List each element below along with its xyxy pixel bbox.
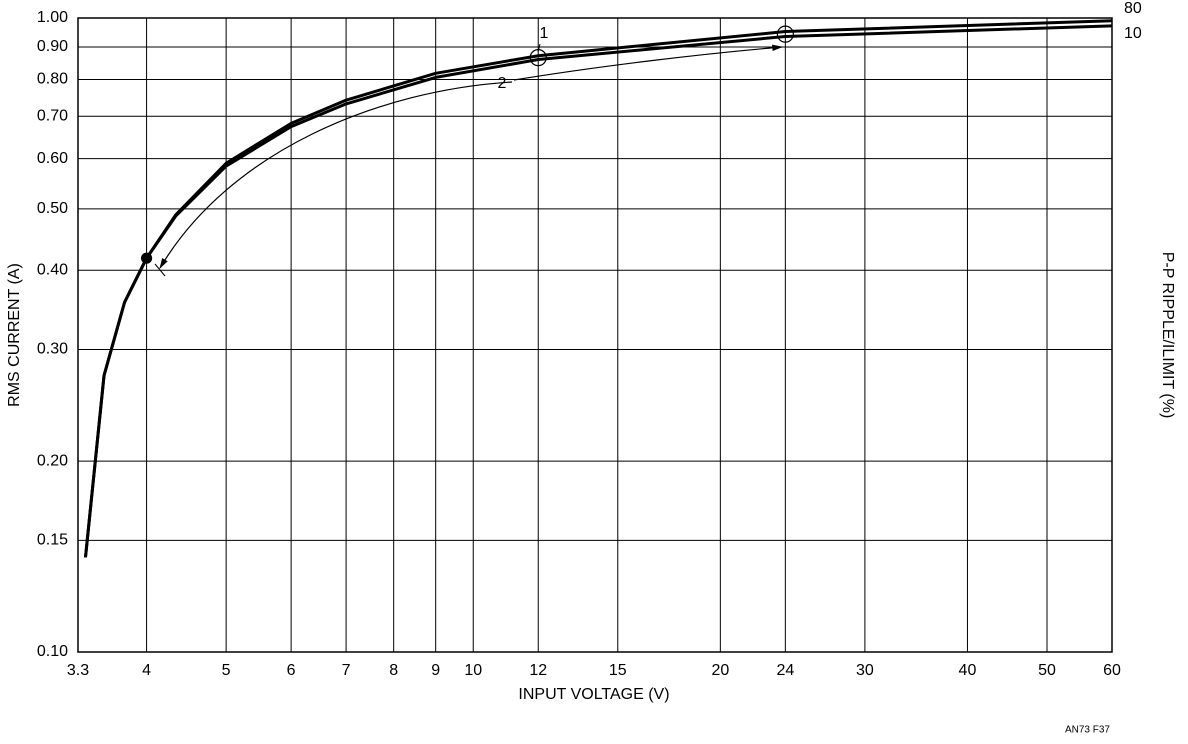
x-tick-label: 9 (431, 662, 440, 679)
annotation: 1 (540, 25, 549, 42)
y-axis-title: RMS CURRENT (A) (6, 263, 23, 407)
open-marker (529, 49, 547, 67)
y-tick-label: 0.15 (37, 532, 68, 549)
x-tick-label: 12 (529, 662, 547, 679)
y-tick-label: 0.60 (37, 150, 68, 167)
y-tick-label: 0.70 (37, 107, 68, 124)
x-tick-label: 20 (711, 662, 729, 679)
x-tick-label: 24 (776, 662, 794, 679)
y-tick-label: 0.20 (37, 452, 68, 469)
x-axis-title: INPUT VOLTAGE (V) (518, 686, 669, 703)
y-tick-label: 0.90 (37, 38, 68, 55)
annotation: 2 (498, 75, 507, 92)
y-tick-label: 0.40 (37, 262, 68, 279)
y2-axis-title: P-P RIPPLE/ILIMIT (%) (1159, 252, 1176, 419)
y-tick-label: 1.00 (37, 9, 68, 26)
x-tick-label: 7 (342, 662, 351, 679)
arrow (159, 81, 513, 269)
x-tick-label: 15 (609, 662, 627, 679)
open-marker (776, 25, 794, 43)
x-tick-label: 60 (1103, 662, 1121, 679)
footnote: AN73 F37 (1065, 725, 1110, 736)
x-tick-label: 40 (959, 662, 977, 679)
filled-marker (140, 252, 153, 264)
y-tick-label: 0.30 (37, 341, 68, 358)
arrow (513, 44, 784, 81)
series-line (83, 24, 1113, 558)
x-tick-label: 6 (287, 662, 296, 679)
x-tick-label: 4 (142, 662, 151, 679)
y-tick-label: 0.10 (37, 643, 68, 660)
x-tick-label: 3.3 (67, 662, 89, 679)
x-tick-label: 8 (389, 662, 398, 679)
series-line (83, 19, 1113, 558)
series-label: 80 (1124, 0, 1142, 17)
x-tick-label: 5 (222, 662, 231, 679)
y-tick-label: 0.50 (37, 200, 68, 217)
plot-frame (77, 17, 1113, 653)
x-tick-label: 10 (464, 662, 482, 679)
x-tick-label: 30 (856, 662, 874, 679)
series-label: 10 (1124, 25, 1142, 42)
y-tick-label: 0.80 (37, 71, 68, 88)
x-tick-label: 50 (1038, 662, 1056, 679)
